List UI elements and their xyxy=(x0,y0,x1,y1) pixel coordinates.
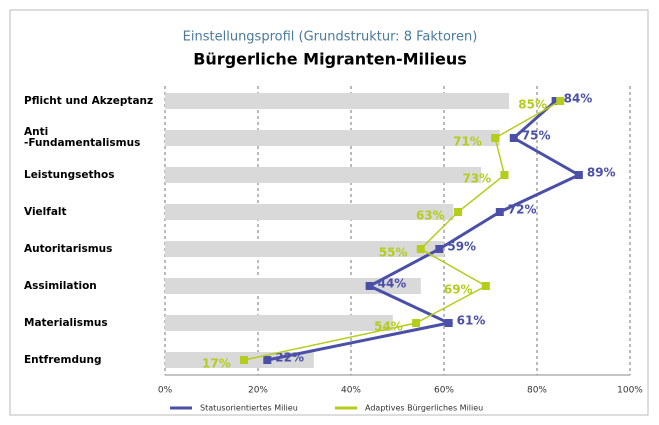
point xyxy=(491,134,500,142)
data-label: 55% xyxy=(379,246,408,260)
category-label: Autoritarismus xyxy=(24,242,113,255)
point xyxy=(263,356,272,364)
category-label: Entfremdung xyxy=(24,353,102,366)
category-label: Materialismus xyxy=(24,316,108,329)
bar xyxy=(165,204,454,220)
x-tick-label: 40% xyxy=(341,386,361,396)
point xyxy=(481,282,490,290)
data-label: 73% xyxy=(462,172,491,186)
data-label: 75% xyxy=(522,129,551,143)
point xyxy=(365,282,374,290)
data-label: 22% xyxy=(275,351,304,365)
data-label: 54% xyxy=(374,320,403,334)
point xyxy=(416,245,425,253)
category-label: Vielfalt xyxy=(24,205,67,218)
point xyxy=(453,208,462,216)
point xyxy=(444,319,453,327)
data-label: 69% xyxy=(444,283,473,297)
data-label: 89% xyxy=(587,166,616,180)
point xyxy=(500,171,509,179)
category-label: Anti -Fundamentalismus xyxy=(24,126,141,149)
point xyxy=(435,245,444,253)
point xyxy=(551,97,560,105)
data-label: 84% xyxy=(564,92,593,106)
chart-title: Bürgerliche Migranten-Milieus xyxy=(193,50,467,69)
x-tick-label: 20% xyxy=(248,386,268,396)
category-label: Assimilation xyxy=(24,279,97,292)
x-tick-label: 80% xyxy=(527,386,547,396)
bar xyxy=(165,93,510,109)
data-label: 71% xyxy=(453,135,482,149)
point xyxy=(240,356,249,364)
data-label: 61% xyxy=(457,314,486,328)
data-label: 63% xyxy=(416,209,445,223)
legend-label: Adaptives Bürgerliches Milieu xyxy=(365,404,483,413)
bar xyxy=(165,352,314,368)
bar xyxy=(165,167,482,183)
series-line xyxy=(243,100,561,361)
data-label: 85% xyxy=(518,98,547,112)
bar xyxy=(165,315,393,331)
data-label: 59% xyxy=(447,240,476,254)
point xyxy=(556,97,565,105)
chart-subtitle: Einstellungsprofil (Grundstruktur: 8 Fak… xyxy=(183,30,478,45)
data-label: 72% xyxy=(508,203,537,217)
point xyxy=(509,134,518,142)
series-line xyxy=(267,99,583,362)
bar xyxy=(165,130,500,146)
x-tick-label: 100% xyxy=(617,386,643,396)
category-label: Leistungsethos xyxy=(24,168,115,181)
point xyxy=(412,319,421,327)
data-label: 44% xyxy=(378,277,407,291)
category-label: Pflicht und Akzeptanz xyxy=(24,94,154,107)
point xyxy=(574,171,583,179)
bar xyxy=(165,241,444,257)
point xyxy=(495,208,504,216)
data-label: 17% xyxy=(202,357,231,371)
x-tick-label: 0% xyxy=(158,386,173,396)
legend-label: Statusorientiertes Milieu xyxy=(200,404,298,413)
bar xyxy=(165,278,421,294)
x-tick-label: 60% xyxy=(434,386,454,396)
